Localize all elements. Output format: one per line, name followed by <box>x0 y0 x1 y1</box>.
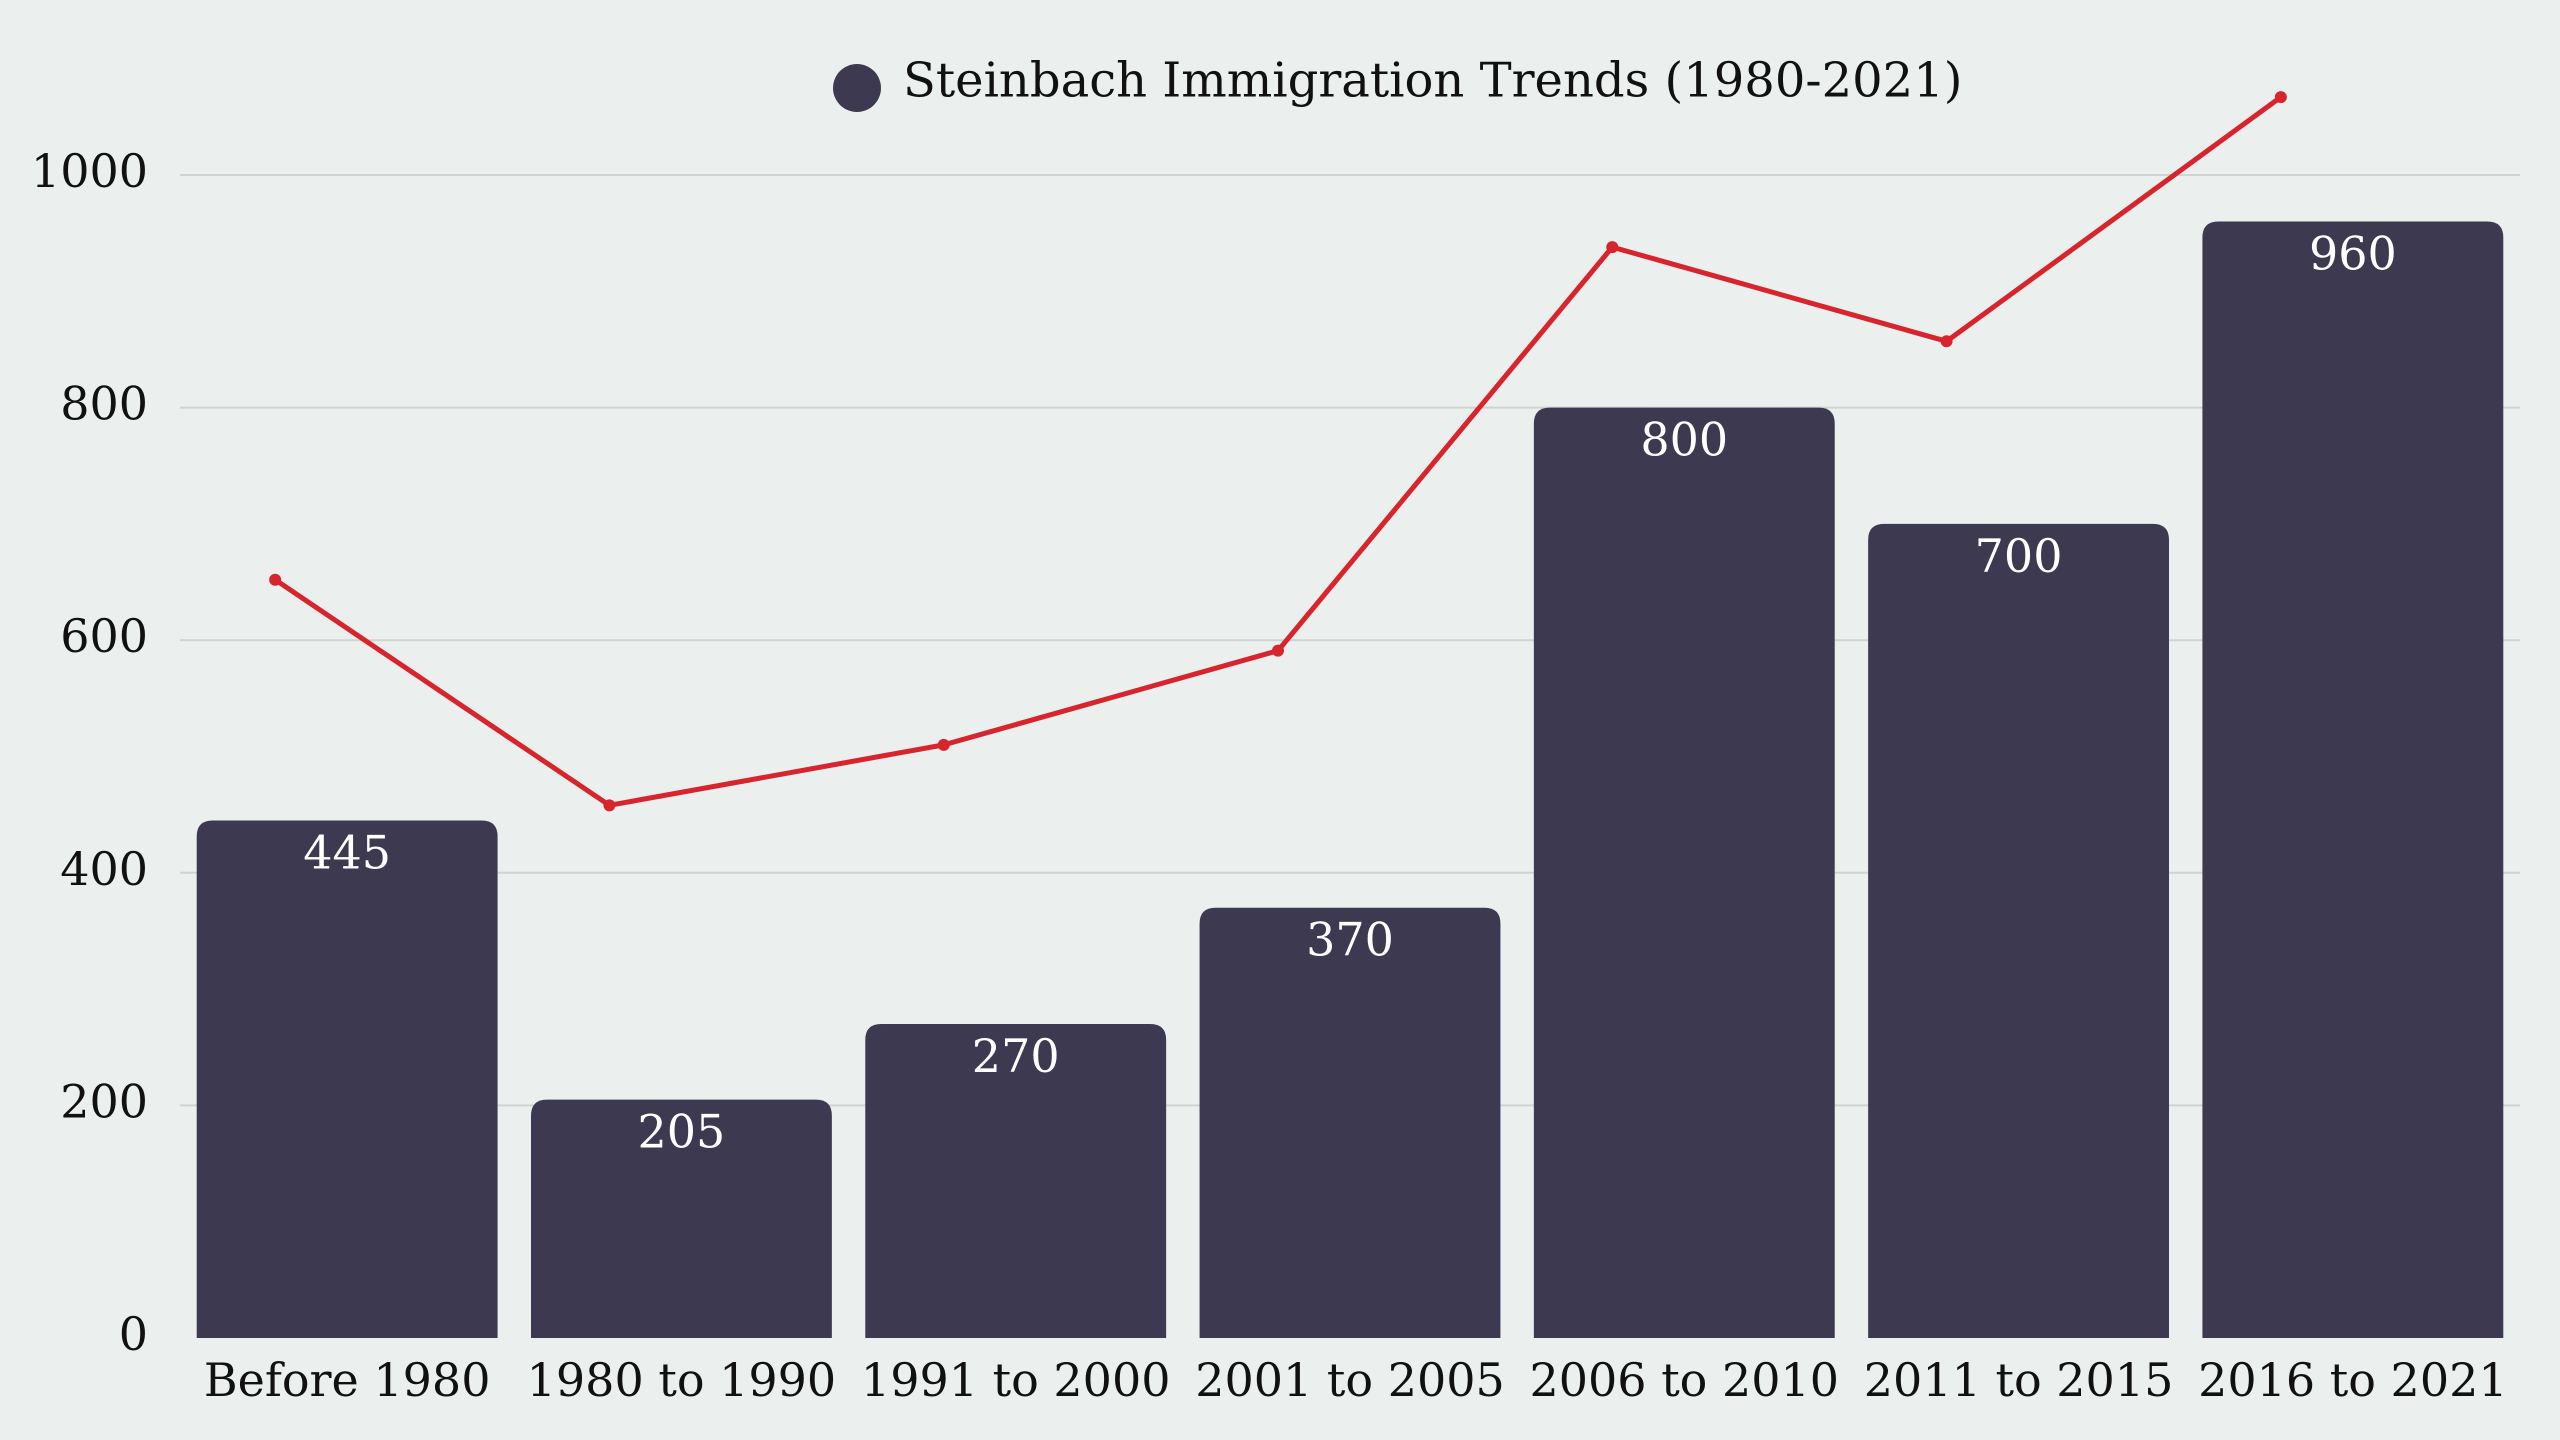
line-point <box>937 738 950 751</box>
x-axis-ticks: Before 1980 1980 to 1990 1991 to 2000 2001 … <box>204 1353 2508 1407</box>
bar <box>2202 221 2504 1338</box>
x-tick-label: 1991 to 2000 <box>861 1353 1171 1407</box>
bar-value-label: 270 <box>972 1029 1060 1083</box>
bar-value-label: 205 <box>638 1105 726 1159</box>
bar <box>865 1023 1167 1338</box>
bar <box>1868 523 2169 1338</box>
legend-swatch <box>833 64 881 112</box>
x-tick-label: 2006 to 2010 <box>1530 1353 1840 1407</box>
bar <box>196 820 498 1338</box>
x-tick-label: 2001 to 2005 <box>1195 1353 1505 1407</box>
bar-value-label: 370 <box>1306 913 1394 967</box>
x-tick-label: 2016 to 2021 <box>2198 1353 2508 1407</box>
line-point <box>1606 241 1619 254</box>
y-tick-label: 400 <box>60 842 148 896</box>
bar-value-label: 700 <box>1975 529 2063 583</box>
legend-label: Steinbach Immigration Trends (1980-2021) <box>903 53 1962 109</box>
line-point <box>603 799 616 812</box>
y-tick-label: 800 <box>60 377 148 431</box>
line-series <box>269 91 2287 812</box>
y-tick-label: 600 <box>60 609 148 663</box>
line-point <box>2274 91 2287 104</box>
legend: Steinbach Immigration Trends (1980-2021) <box>833 53 1962 112</box>
bar <box>1533 407 1835 1339</box>
x-tick-label: 1980 to 1990 <box>527 1353 837 1407</box>
line-point <box>1272 644 1284 657</box>
line-point <box>269 573 282 586</box>
bar-value-label: 445 <box>303 825 391 879</box>
bar-value-label: 960 <box>2309 227 2397 281</box>
x-tick-label: 2011 to 2015 <box>1864 1353 2174 1407</box>
bar-value-label: 800 <box>1640 413 1728 467</box>
y-tick-label: 0 <box>119 1307 148 1361</box>
bars <box>196 221 2504 1339</box>
x-tick-label: Before 1980 <box>204 1353 491 1407</box>
line-point <box>1940 335 1953 348</box>
y-tick-label: 200 <box>60 1074 148 1128</box>
bar-data-labels: 445 205 270 370 800 700 960 <box>303 227 2397 1159</box>
y-tick-label: 1000 <box>31 144 148 198</box>
y-axis-ticks: 0 200 400 600 800 1000 <box>31 144 148 1361</box>
bar <box>531 1099 832 1338</box>
bar <box>1199 907 1501 1338</box>
